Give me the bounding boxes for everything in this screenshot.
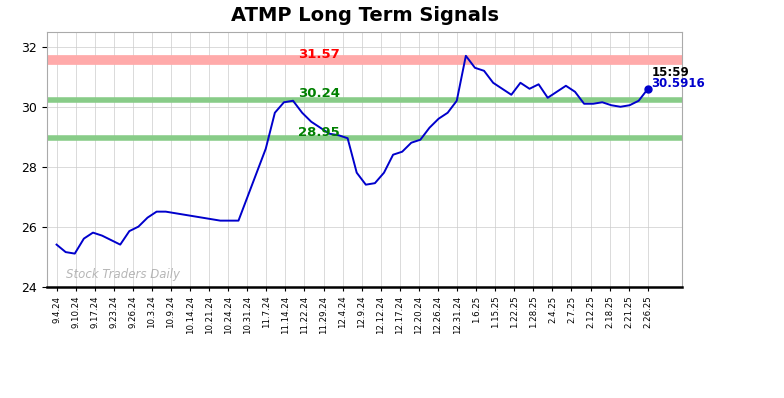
Text: 30.24: 30.24 bbox=[298, 88, 340, 100]
Text: 31.57: 31.57 bbox=[298, 48, 339, 60]
Text: Stock Traders Daily: Stock Traders Daily bbox=[66, 268, 180, 281]
Text: 30.5916: 30.5916 bbox=[652, 77, 706, 90]
Text: 15:59: 15:59 bbox=[652, 66, 689, 80]
Text: 28.95: 28.95 bbox=[298, 126, 339, 139]
Title: ATMP Long Term Signals: ATMP Long Term Signals bbox=[230, 6, 499, 25]
